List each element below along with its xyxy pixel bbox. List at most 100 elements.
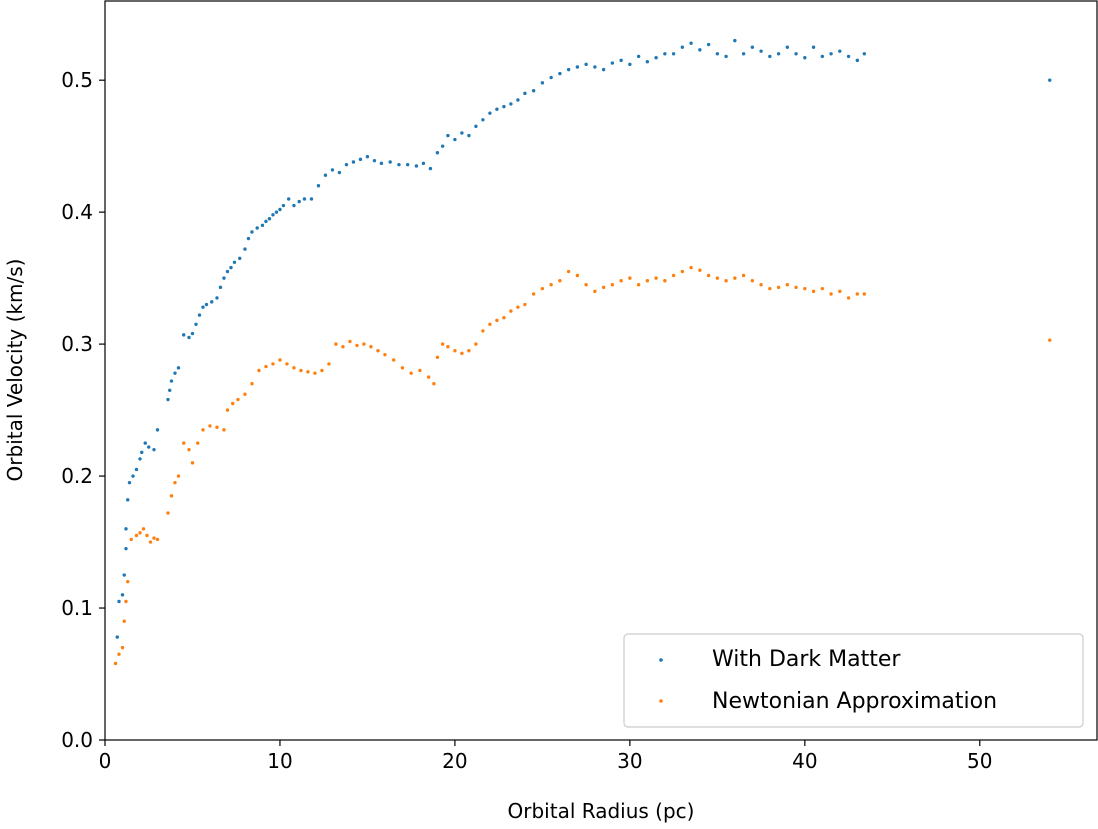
newtonian-point [654,276,658,280]
dark-matter-point [250,230,254,234]
newtonian-point [680,269,685,274]
dark-matter-point [267,217,272,221]
newtonian-point [628,276,632,280]
dark-matter-point [255,226,259,230]
y-tick-label: 0.3 [61,332,93,356]
newtonian-point [435,355,440,359]
dark-matter-point [173,371,177,375]
dark-matter-point [194,322,198,327]
newtonian-point [355,343,359,348]
dark-matter-point [152,447,156,452]
newtonian-point [566,269,571,274]
dark-matter-point [776,52,781,56]
x-tick-label: 50 [967,749,992,773]
newtonian-point [383,352,387,357]
dark-matter-point [759,49,763,53]
dark-matter-point [229,265,233,270]
newtonian-point [243,392,247,396]
newtonian-point [148,540,153,544]
dark-matter-point [302,197,307,201]
dark-matter-point [238,256,242,261]
newtonian-point [846,296,851,300]
y-tick-label: 0.0 [61,728,93,752]
dark-matter-point [218,285,223,290]
legend: With Dark Matter Newtonian Approximation [623,633,1084,728]
newtonian-point [776,285,781,290]
dark-matter-point [182,333,186,337]
dark-matter-point [785,45,790,49]
newtonian-point [418,368,422,373]
dark-matter-point [388,160,392,164]
series-newtonian [113,265,1052,666]
dark-matter-point [124,546,128,551]
newtonian-point [166,511,170,515]
newtonian-point [334,342,338,346]
newtonian-point [152,536,156,540]
newtonian-point [400,366,405,370]
newtonian-point [320,368,324,373]
newtonian-point [488,322,492,327]
newtonian-point [182,441,186,445]
newtonian-point [495,318,499,323]
dark-matter-point [829,52,833,56]
dark-matter-point [278,207,282,212]
newtonian-point [474,342,478,346]
newtonian-point [838,289,842,294]
newtonian-point [558,279,562,283]
newtonian-point [264,364,268,369]
newtonian-point [803,286,807,291]
dark-matter-point [143,441,147,445]
dark-matter-point [225,269,230,274]
newtonian-point [327,362,331,366]
newtonian-point [124,599,128,604]
newtonian-point [196,441,200,445]
newtonian-point [820,286,825,291]
dark-matter-point [619,58,623,63]
newtonian-point [671,273,676,278]
newtonian-point [453,349,457,353]
newtonian-point [313,371,317,375]
y-tick-label: 0.5 [61,68,93,92]
newtonian-point [750,279,755,283]
dark-matter-point [168,388,172,392]
dark-matter-point [379,161,384,166]
dark-matter-point [516,98,520,102]
dark-matter-point [122,573,126,577]
newtonian-point [516,305,520,309]
dark-matter-point [811,45,816,49]
dark-matter-point [126,498,130,502]
x-tick-label: 10 [267,749,292,773]
newtonian-point [173,480,177,485]
newtonian-point [201,428,205,432]
dark-matter-point [131,474,135,478]
dark-matter-point [281,203,286,208]
x-tick-label: 20 [442,749,467,773]
dark-matter-point [724,54,728,59]
dark-matter-point [495,107,499,111]
dark-matter-point [210,300,214,304]
newtonian-point [169,494,174,498]
dark-matter-point [292,203,296,208]
dark-matter-point [134,467,139,472]
dark-matter-point [246,236,251,241]
dark-matter-point [117,599,121,604]
dark-matter-point [155,428,160,432]
dark-matter-point [309,197,314,201]
dark-matter-point [372,158,377,163]
dark-matter-point [715,52,720,56]
newtonian-point [141,527,146,531]
y-tick-label: 0.2 [61,464,93,488]
newtonian-point [231,401,235,406]
dark-matter-point [453,137,457,142]
dark-matter-point [768,54,772,59]
dark-matter-point [204,302,209,307]
dark-matter-point [794,52,798,56]
newtonian-point [619,279,623,283]
dark-matter-point [803,56,807,60]
newtonian-point [636,283,641,287]
dark-matter-point [610,61,615,65]
legend-box [623,633,1084,728]
newtonian-point [145,533,149,538]
